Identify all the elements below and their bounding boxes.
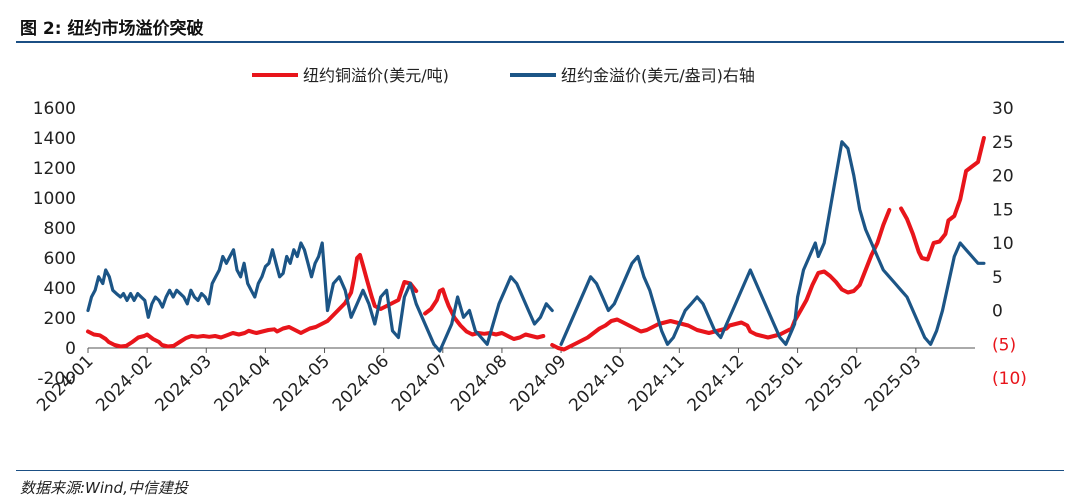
x-axis-tick: 2024-12: [684, 351, 748, 415]
x-axis-tick: 2025-03: [861, 351, 925, 415]
right-axis-tick: 5: [992, 268, 1003, 288]
right-axis-tick: 0: [992, 302, 1003, 322]
right-axis-tick: 25: [992, 133, 1014, 153]
x-axis-tick: 2025-02: [802, 351, 866, 415]
left-axis-tick: 600: [44, 249, 76, 269]
source-rule: [16, 470, 1064, 471]
x-axis-tick: 2025-01: [743, 351, 807, 415]
chart: -20002004006008001000120014001600(10)(5)…: [33, 66, 1027, 416]
legend-label-gold: 纽约金溢价(美元/盎司)右轴: [561, 66, 755, 85]
x-axis-tick: 2024-11: [625, 351, 689, 415]
left-axis-tick: 1600: [33, 99, 76, 119]
x-axis-tick: 2024-08: [447, 351, 511, 415]
right-axis-tick: 20: [992, 167, 1014, 187]
x-axis-tick: 2024-09: [506, 351, 570, 415]
right-axis-tick: (5): [992, 335, 1016, 355]
x-axis-tick: 2024-06: [329, 351, 393, 415]
right-axis-tick: (10): [992, 369, 1027, 389]
figure-title: 图 2: 纽约市场溢价突破: [20, 19, 204, 39]
title-rule: [16, 41, 1064, 43]
legend-label-copper: 纽约铜溢价(美元/吨): [303, 66, 449, 85]
left-axis-tick: 0: [65, 339, 76, 359]
chart-series: [86, 136, 986, 353]
left-axis-tick: 1200: [33, 159, 76, 179]
left-axis-tick: 800: [44, 219, 76, 239]
left-axis-tick: 1000: [33, 189, 76, 209]
right-axis-tick: 30: [992, 99, 1014, 119]
x-axis-tick: 2024-07: [388, 351, 452, 415]
x-axis-tick: 2024-05: [270, 351, 334, 415]
x-axis-tick: 2024-02: [92, 351, 156, 415]
left-axis-tick: 200: [44, 309, 76, 329]
x-axis-tick: 2024-03: [151, 351, 215, 415]
x-axis-tick: 2024-10: [565, 351, 629, 415]
left-axis-tick: -200: [37, 369, 76, 389]
left-axis-tick: 400: [44, 279, 76, 299]
right-axis-tick: 15: [992, 200, 1014, 220]
x-axis-tick: 2024-04: [211, 351, 275, 415]
right-axis-tick: 10: [992, 234, 1014, 254]
source-note: 数据来源:Wind,中信建投: [20, 479, 188, 497]
series-line-copper: [86, 136, 986, 352]
series-line-gold: [86, 140, 986, 353]
chart-legend: 纽约铜溢价(美元/吨) 纽约金溢价(美元/盎司)右轴: [252, 66, 755, 85]
left-axis-tick: 1400: [33, 129, 76, 149]
